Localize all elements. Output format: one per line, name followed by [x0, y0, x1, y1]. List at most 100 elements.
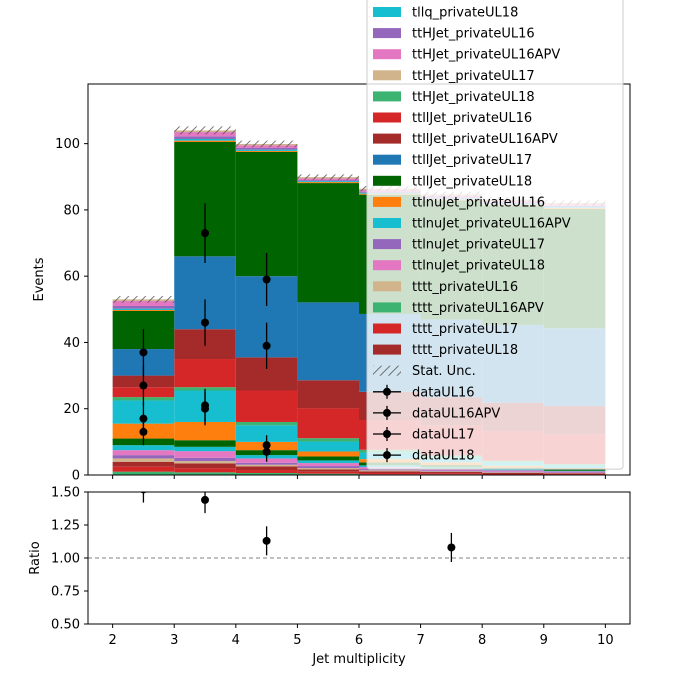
legend-swatch-12 — [373, 260, 401, 271]
legend-entry-11: ttlnuJet_privateUL17 — [373, 238, 545, 253]
stack-bar-layer12-bin3 — [297, 380, 359, 409]
stack-bar-layer3-bin6 — [482, 472, 544, 474]
stack-bar-layer1-bin2 — [235, 470, 298, 474]
legend-entry-3: ttHJet_privateUL17 — [373, 69, 535, 84]
legend-marker-21 — [383, 451, 391, 460]
stack-bar-layer5-bin1 — [174, 451, 236, 458]
legend-label-4: ttHJet_privateUL18 — [412, 90, 535, 105]
legend-entry-16: tttt_privateUL18 — [373, 343, 518, 358]
main-ytick-label-2: 40 — [63, 336, 80, 351]
stack-bar-layer6-bin0 — [112, 445, 175, 451]
data-point-11 — [262, 447, 271, 456]
legend-swatch-6 — [373, 133, 401, 144]
ratio-xtick-label-6: 8 — [478, 633, 486, 648]
stack-bar-layer1-bin3 — [297, 471, 359, 474]
legend-entry-15: tttt_privateUL17 — [373, 322, 518, 337]
main-ytick-label-1: 20 — [63, 402, 80, 417]
legend-swatch-4 — [373, 91, 401, 102]
legend-entry-5: ttllJet_privateUL16 — [373, 111, 532, 126]
stack-bar-layer1-bin6 — [482, 474, 544, 475]
legend-label-11: ttlnuJet_privateUL17 — [412, 238, 545, 253]
legend-entry-12: ttlnuJet_privateUL18 — [373, 259, 545, 274]
legend-entry-17: Stat. Unc. — [373, 364, 476, 379]
stack-bar-layer16-bin3 — [297, 181, 359, 183]
legend-label-7: ttllJet_privateUL17 — [412, 153, 532, 168]
ratio-xtick-label-8: 10 — [597, 633, 614, 648]
legend-swatch-17 — [373, 365, 401, 376]
stack-bar-layer3-bin4 — [359, 470, 421, 472]
ratio-ytick-label-0: 0.50 — [51, 618, 80, 633]
data-point-4 — [201, 229, 210, 238]
stack-bar-layer17-bin1 — [174, 136, 236, 140]
legend-label-15: tttt_privateUL17 — [412, 322, 518, 337]
legend: tllq_privateUL18 ttHJet_privateUL16 ttHJet… — [366, 0, 624, 470]
ratio-content — [88, 492, 630, 562]
stat-unc-band-bin2 — [235, 140, 298, 148]
legend-swatch-16 — [373, 344, 401, 355]
main-ytick-label-4: 80 — [63, 203, 80, 218]
stack-bar-layer0-bin2 — [235, 473, 298, 475]
xlabel: Jet multiplicity — [311, 652, 406, 667]
stack-bar-layer4-bin4 — [359, 469, 421, 471]
legend-label-10: ttlnuJet_privateUL16APV — [412, 217, 571, 232]
stack-bar-layer0-bin1 — [174, 472, 236, 475]
stack-bar-layer17-bin3 — [297, 180, 359, 182]
stack-bar-layer3-bin0 — [112, 458, 175, 462]
stack-bar-layer6-bin7 — [543, 470, 606, 472]
stack-bar-layer8-bin1 — [174, 421, 236, 441]
legend-swatch-9 — [373, 196, 401, 207]
stack-bar-layer4-bin0 — [112, 455, 175, 459]
legend-entry-14: tttt_privateUL16APV — [373, 301, 544, 316]
stat-unc-band-bin3 — [297, 174, 359, 180]
stack-bar-layer7-bin1 — [174, 440, 236, 447]
stack-bar-layer16-bin1 — [174, 139, 236, 141]
ratio-xtick-label-2: 4 — [232, 633, 240, 648]
stack-bar-layer1-bin0 — [112, 466, 175, 472]
ratio-ylabel: Ratio — [28, 541, 43, 574]
stack-bar-layer2-bin7 — [543, 473, 606, 475]
stack-bar-layer11-bin2 — [235, 390, 298, 422]
legend-label-0: tllq_privateUL18 — [412, 6, 518, 21]
legend-label-1: ttHJet_privateUL16 — [412, 27, 535, 42]
legend-swatch-3 — [373, 70, 401, 81]
stack-bar-layer1-bin1 — [174, 468, 236, 473]
ratio-point-3 — [447, 543, 456, 552]
ratio-ytick-label-1: 0.75 — [51, 585, 80, 600]
legend-entry-20: dataUL17 — [373, 427, 475, 443]
stack-bar-layer5-bin3 — [297, 463, 359, 467]
ratio-xtick-label-0: 2 — [108, 633, 116, 648]
legend-label-5: ttllJet_privateUL16 — [412, 111, 532, 126]
ratio-ytick-label-4: 1.50 — [51, 486, 80, 501]
legend-entry-13: tttt_privateUL16 — [373, 280, 518, 295]
stack-bar-layer3-bin2 — [235, 464, 298, 467]
ratio-ytick-label-2: 1.00 — [51, 552, 80, 567]
legend-label-19: dataUL16APV — [412, 406, 500, 421]
main-ytick-label-0: 0 — [72, 469, 80, 484]
legend-swatch-14 — [373, 302, 401, 313]
legend-swatch-1 — [373, 28, 401, 39]
stack-bar-layer4-bin1 — [174, 457, 236, 462]
stack-bar-layer0-bin3 — [297, 473, 359, 475]
legend-label-20: dataUL17 — [412, 428, 475, 443]
legend-label-21: dataUL18 — [412, 449, 475, 464]
legend-label-17: Stat. Unc. — [412, 364, 476, 379]
legend-swatch-5 — [373, 112, 401, 123]
data-point-7 — [201, 404, 210, 413]
stack-bar-layer9-bin2 — [235, 425, 298, 442]
stack-bar-layer6-bin3 — [297, 460, 359, 464]
stack-bar-layer17-bin0 — [112, 306, 175, 309]
stack-bar-layer7-bin7 — [543, 469, 606, 471]
legend-label-2: ttHJet_privateUL16APV — [412, 48, 560, 63]
legend-label-12: ttlnuJet_privateUL18 — [412, 259, 545, 274]
stack-bar-layer3-bin3 — [297, 468, 359, 470]
legend-entry-7: ttllJet_privateUL17 — [373, 153, 532, 168]
stack-bar-layer2-bin0 — [112, 461, 175, 467]
legend-swatch-13 — [373, 281, 401, 292]
legend-entry-18: dataUL16 — [373, 384, 475, 400]
stack-bar-layer15-bin0 — [112, 309, 175, 311]
stack-bar-layer16-bin2 — [235, 149, 298, 151]
stack-bar-layer15-bin3 — [297, 182, 359, 184]
stack-bar-layer2-bin5 — [420, 472, 483, 474]
ratio-xtick-label-5: 7 — [416, 633, 424, 648]
